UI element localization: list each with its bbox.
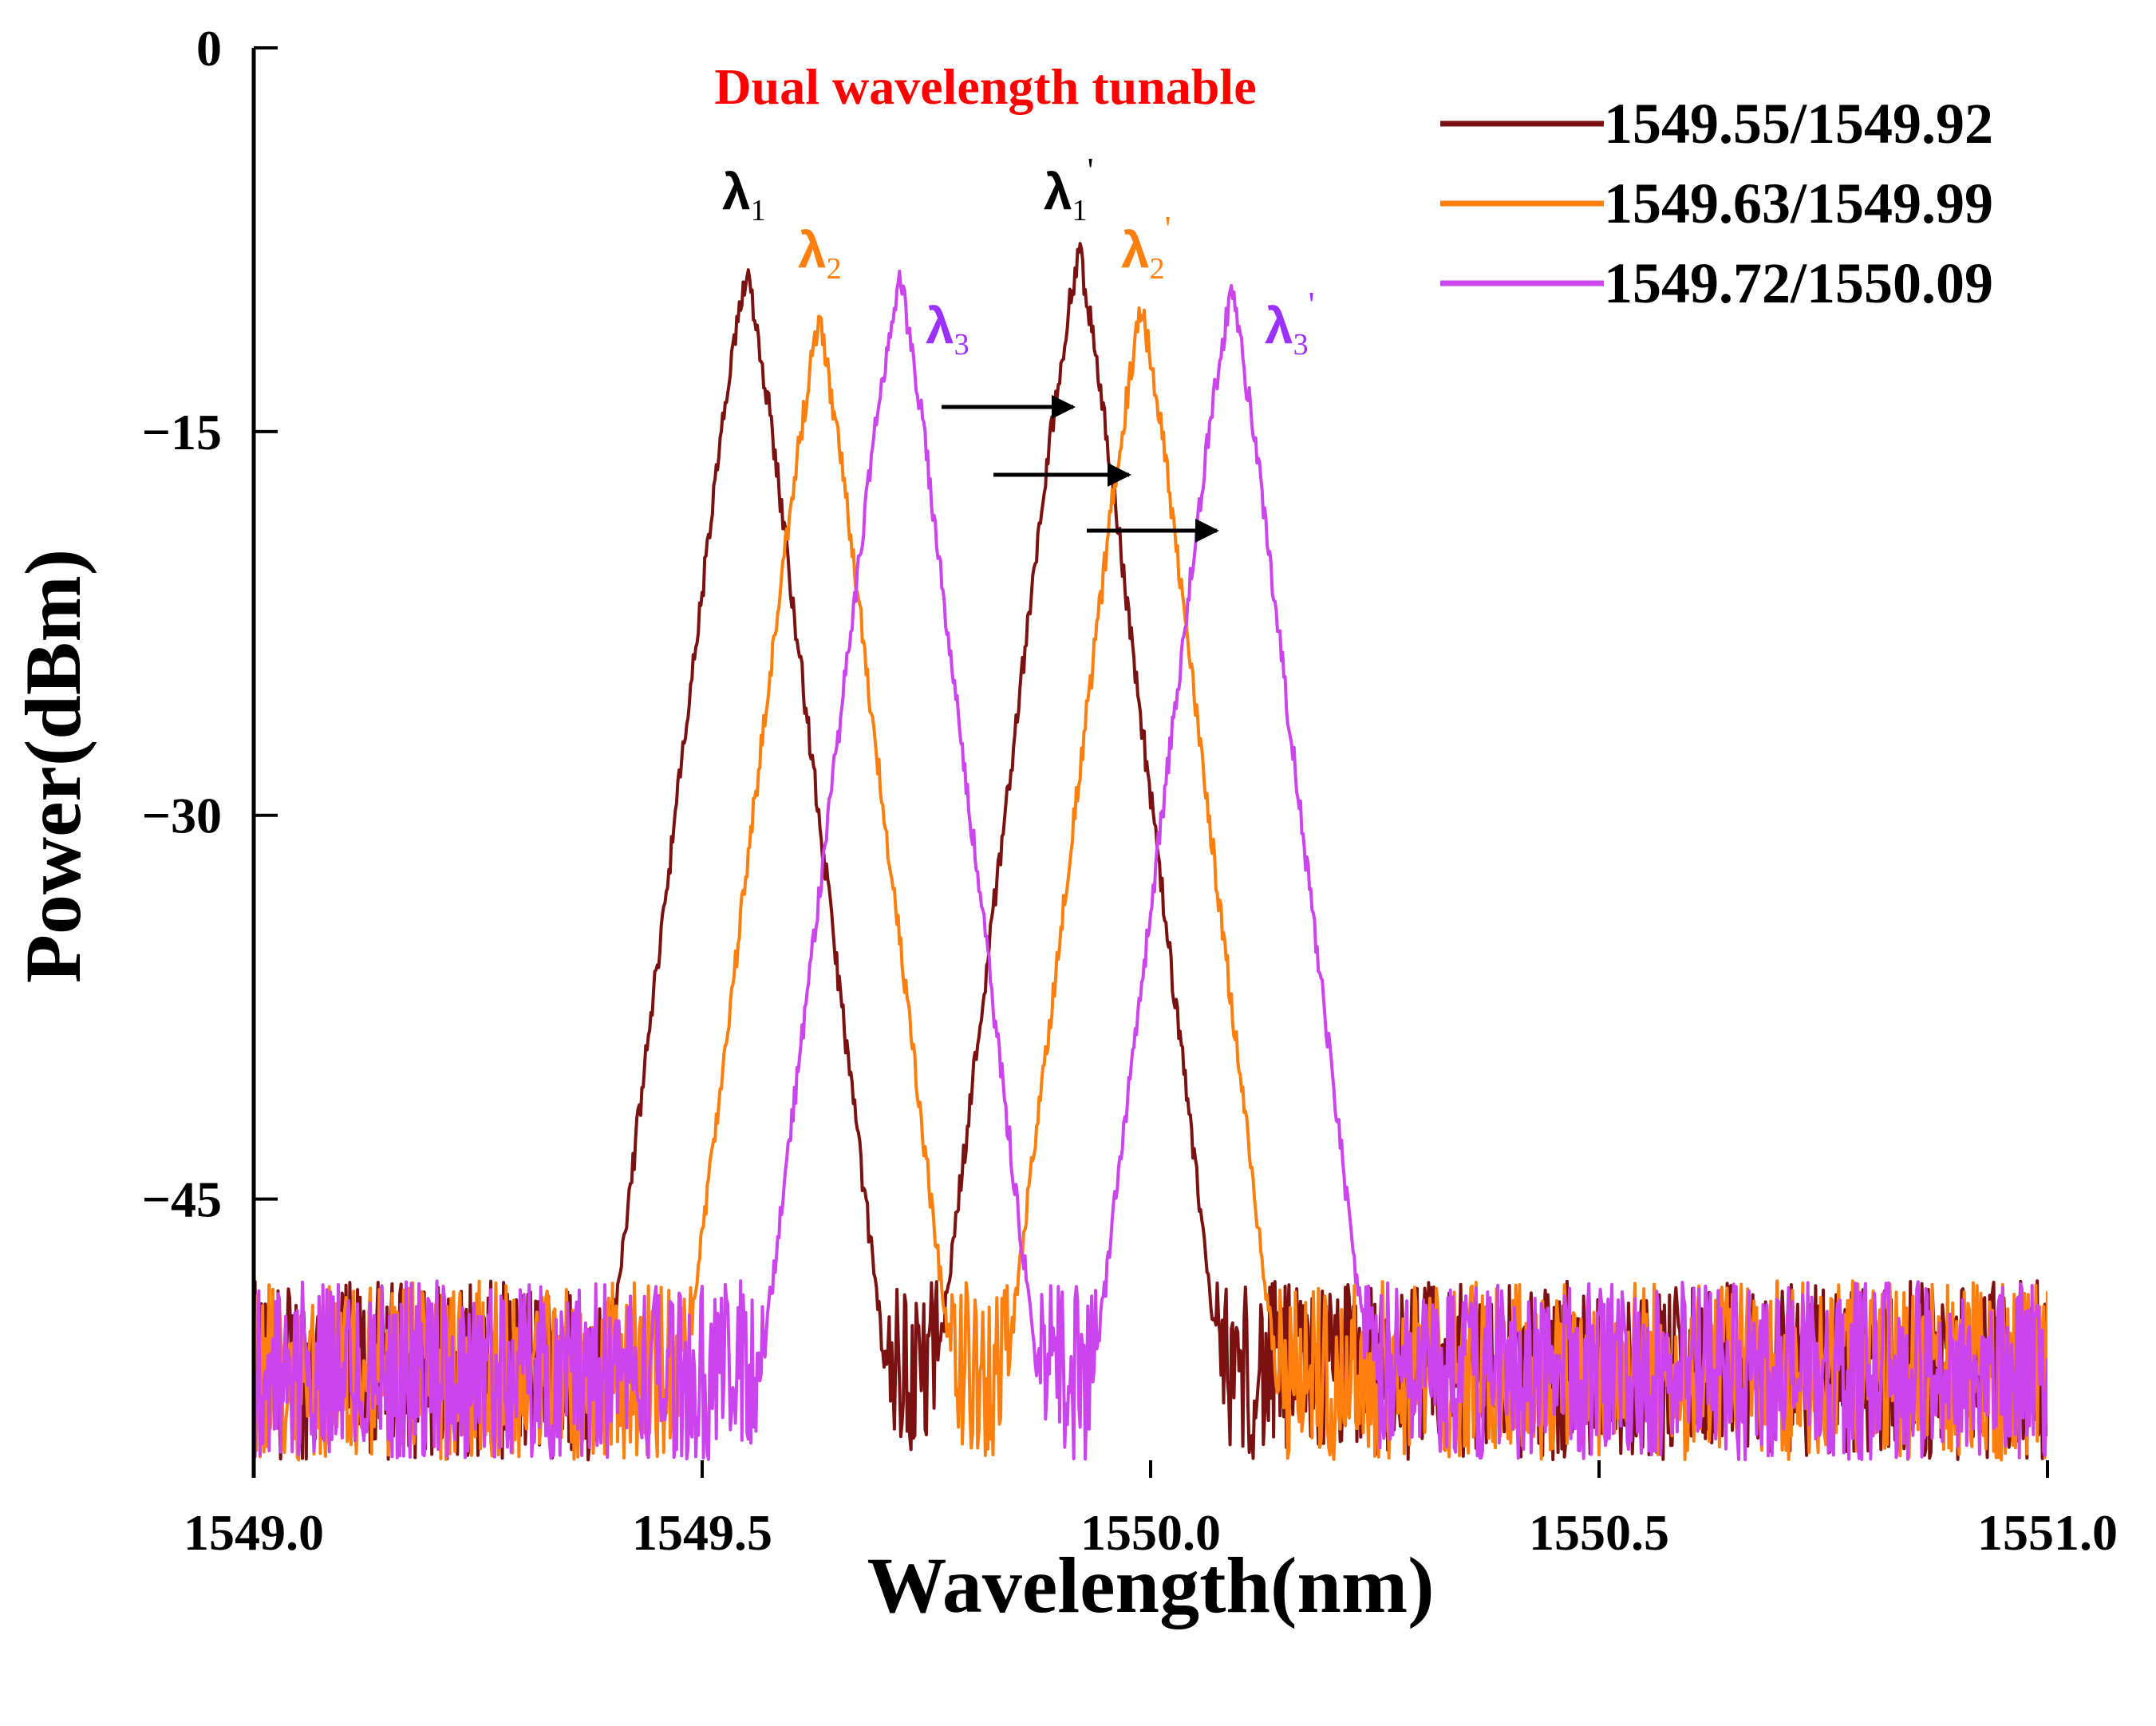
- series-line-1: [254, 242, 2047, 1462]
- shift-arrows: [942, 395, 1219, 543]
- axes: 1549.0 1549.5 1550.0 1550.5 1551.0 0 −15 −30 −4…: [142, 20, 2118, 1561]
- legend: 1549.55/1549.92 1549.63/1549.99 1549.72/15…: [1440, 92, 1993, 315]
- peak-label: λ3: [926, 297, 969, 361]
- x-tick-label: 1550.5: [1529, 1504, 1669, 1561]
- x-ticks: 1549.0 1549.5 1550.0 1550.5 1551.0: [184, 1460, 2118, 1561]
- peak-label: λ2': [1121, 209, 1171, 286]
- y-tick-label: 0: [196, 20, 222, 77]
- y-tick-label: −30: [142, 788, 222, 844]
- x-tick-label: 1551.0: [1977, 1504, 2118, 1561]
- series-layer: [254, 242, 2047, 1462]
- y-axis-title: Power(dBm): [9, 549, 97, 983]
- legend-label: 1549.72/1550.09: [1604, 251, 1993, 315]
- y-tick-label: −15: [142, 404, 222, 460]
- y-ticks: 0 −15 −30 −45: [142, 20, 278, 1228]
- peak-label: λ3': [1265, 285, 1315, 361]
- x-tick-label: 1549.5: [632, 1504, 772, 1561]
- legend-label: 1549.63/1549.99: [1604, 172, 1993, 235]
- y-tick-label: −45: [142, 1171, 222, 1228]
- x-tick-label: 1549.0: [184, 1504, 324, 1561]
- legend-label: 1549.55/1549.92: [1604, 92, 1993, 156]
- x-axis-title: Wavelength(nm): [867, 1541, 1434, 1629]
- peak-labels: λ1 λ2 λ3 λ1' λ2' λ3': [722, 151, 1315, 361]
- series-line-3: [254, 269, 2047, 1462]
- peak-label: λ1: [722, 163, 766, 227]
- peak-label: λ2: [798, 221, 842, 286]
- series-line-2: [254, 306, 2047, 1462]
- peak-label: λ1': [1044, 151, 1094, 227]
- chart-title: Dual wavelength tunable: [714, 58, 1256, 115]
- x-tick-label: 1550.0: [1080, 1504, 1221, 1561]
